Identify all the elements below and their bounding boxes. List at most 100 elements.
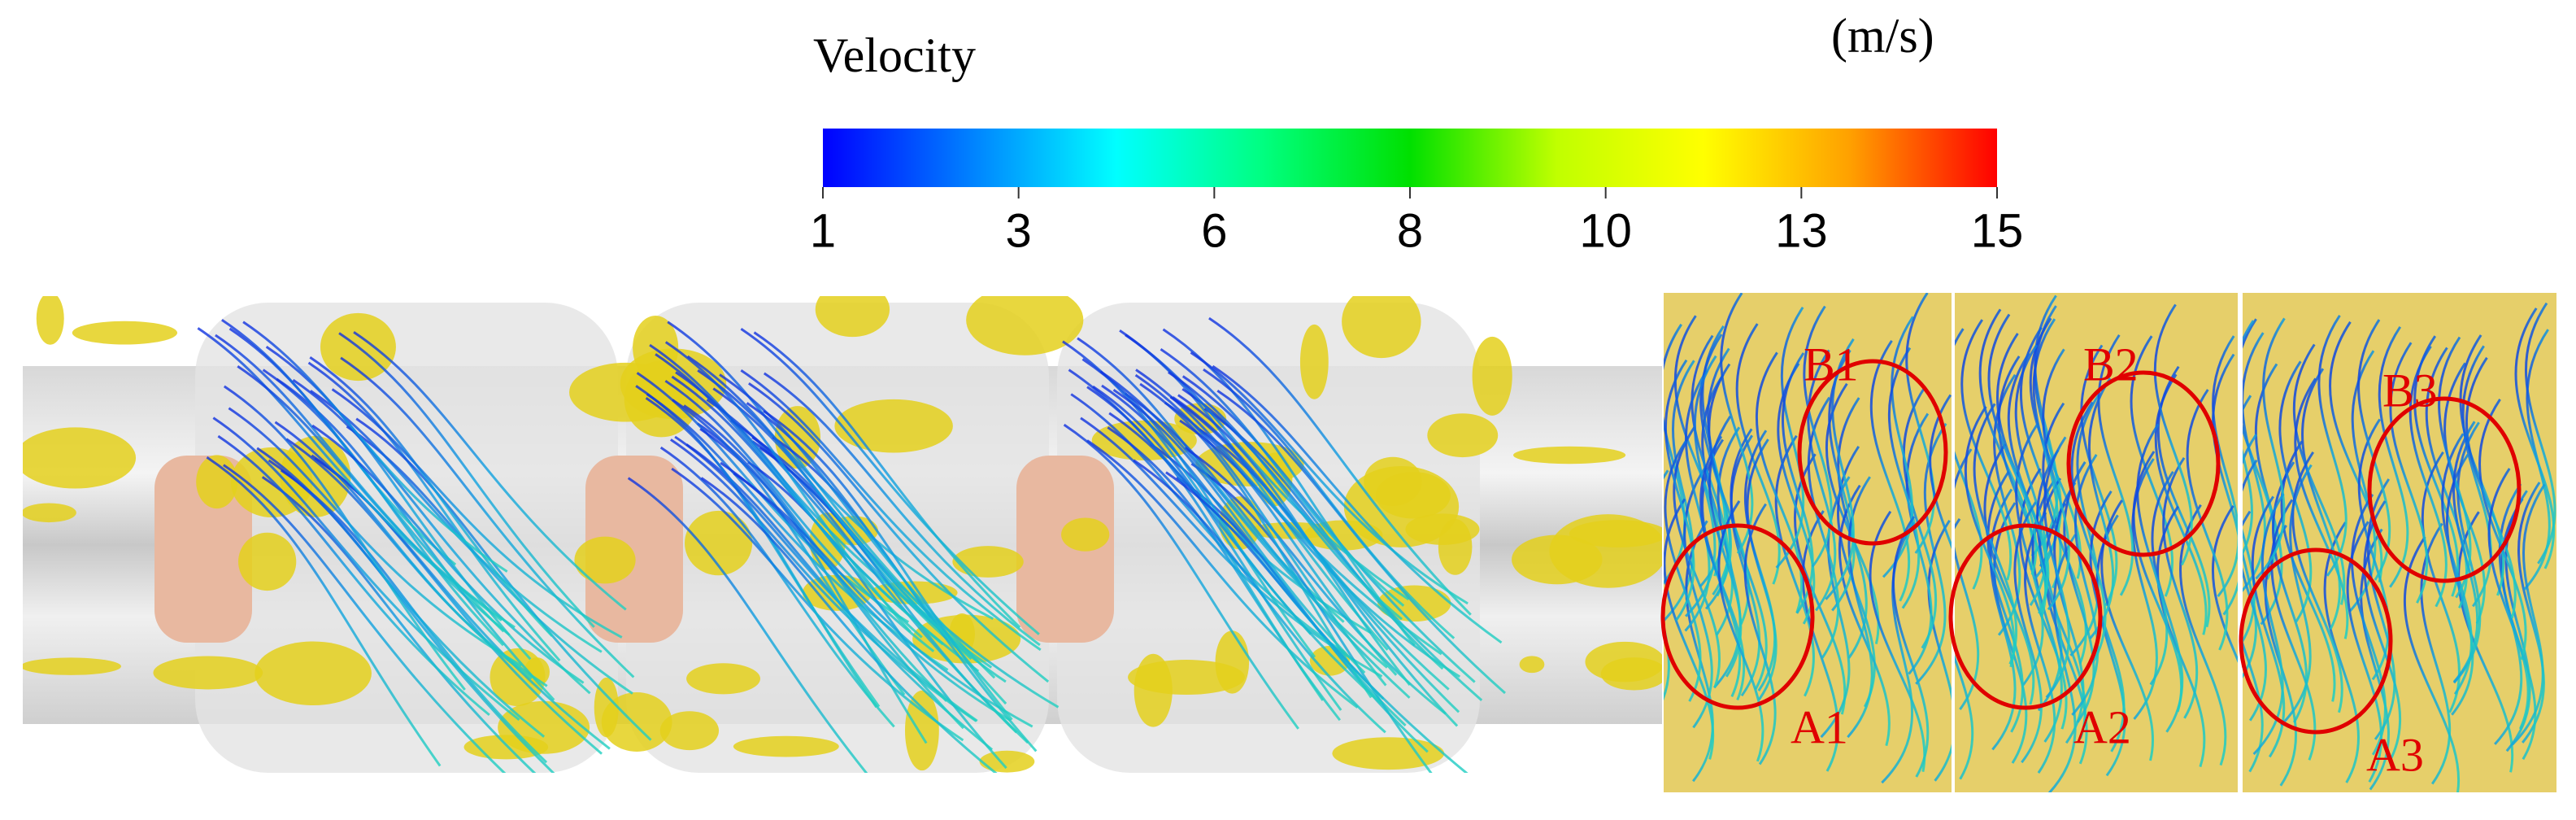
streamline [747, 460, 1007, 770]
streamline [2363, 500, 2402, 762]
streamline [1125, 334, 1410, 601]
streamline [2179, 504, 2227, 766]
streamline [1973, 403, 2018, 665]
streamline [338, 332, 595, 628]
streamline [1133, 459, 1386, 734]
colorbar-unit: (m/s) [1831, 9, 1934, 63]
streamline [228, 327, 505, 633]
iso-surface [815, 296, 890, 338]
streamline [627, 477, 868, 773]
streamline [2013, 501, 2043, 764]
streamline [685, 443, 994, 751]
streamline [733, 472, 1033, 728]
streamline [1216, 390, 1506, 695]
streamline [1807, 349, 1837, 612]
colorbar-tick-label: 3 [1006, 204, 1032, 257]
colorbar-tick-label: 13 [1775, 204, 1828, 257]
streamline [740, 327, 1040, 635]
streamline [1673, 426, 1721, 688]
streamline [340, 356, 635, 678]
streamline [2294, 377, 2349, 639]
iso-surface [686, 663, 761, 695]
streamline [1803, 305, 1833, 568]
colorbar-tick-label: 6 [1201, 204, 1227, 257]
streamline [223, 464, 507, 773]
streamline [2212, 353, 2238, 616]
iso-surface [1299, 324, 1329, 399]
streamline [2457, 511, 2514, 773]
streamline [1801, 510, 1839, 772]
streamline [2043, 436, 2070, 699]
streamline [2280, 464, 2313, 726]
streamline [1063, 423, 1299, 730]
iso-surface [966, 296, 1084, 355]
streamline [1807, 396, 1840, 659]
iso-surface [1519, 656, 1545, 674]
streamline [2270, 499, 2317, 761]
streamline [2351, 493, 2387, 756]
streamline [1699, 435, 1742, 698]
streamline [1774, 434, 1815, 697]
streamline [748, 382, 1050, 683]
streamline [2243, 395, 2256, 643]
iso-surface [834, 399, 953, 453]
streamline [206, 456, 442, 767]
streamline [1169, 395, 1450, 691]
iso-surface [1405, 513, 1480, 545]
iso-surface [1342, 296, 1421, 359]
streamline [700, 477, 998, 773]
streamline [212, 417, 520, 722]
streamline [2280, 440, 2336, 702]
streamline [740, 369, 1042, 652]
streamline [2252, 493, 2285, 756]
streamline [2132, 451, 2183, 713]
highlight-ellipse [1797, 359, 1948, 546]
streamline [261, 476, 537, 773]
streamline [2514, 308, 2556, 569]
iso-surface [36, 296, 64, 345]
iso-surface [1549, 514, 1662, 588]
streamline [664, 341, 912, 633]
streamline [1955, 328, 1983, 590]
streamline [1664, 359, 1695, 622]
streamline [1905, 293, 1935, 554]
colorbar-tick-label: 1 [810, 204, 836, 257]
streamline [353, 330, 627, 611]
streamline [2070, 401, 2107, 664]
inset-streamlines [1664, 293, 1952, 784]
streamline [1755, 351, 1803, 613]
streamline [1080, 417, 1383, 678]
streamline [2069, 395, 2100, 656]
region-label: A3 [2366, 728, 2424, 781]
streamline [1869, 510, 1926, 772]
streamline [1701, 373, 1734, 636]
iso-surface [23, 427, 137, 489]
iso-surface [952, 546, 1024, 578]
streamline [759, 447, 1018, 734]
streamline [1929, 394, 1952, 550]
streamline [1108, 412, 1383, 705]
streamline [1086, 439, 1359, 709]
iso-surface [574, 536, 636, 584]
streamline [1983, 443, 2035, 705]
iso-surface [72, 321, 178, 345]
streamline [2329, 321, 2383, 583]
streamline [2042, 348, 2070, 611]
streamline [2524, 302, 2556, 565]
streamline [2243, 320, 2255, 556]
streamline [2522, 329, 2551, 591]
streamline [1708, 363, 1751, 626]
colorbar [823, 129, 1997, 187]
colorbar-title: Velocity [813, 28, 976, 82]
streamline [753, 331, 1021, 629]
streamline [1743, 503, 1777, 765]
streamline [274, 421, 533, 680]
streamline [763, 410, 1013, 721]
streamline [2292, 343, 2346, 605]
streamline [2441, 433, 2473, 696]
streamline [2461, 345, 2492, 608]
streamline [1720, 293, 1754, 554]
